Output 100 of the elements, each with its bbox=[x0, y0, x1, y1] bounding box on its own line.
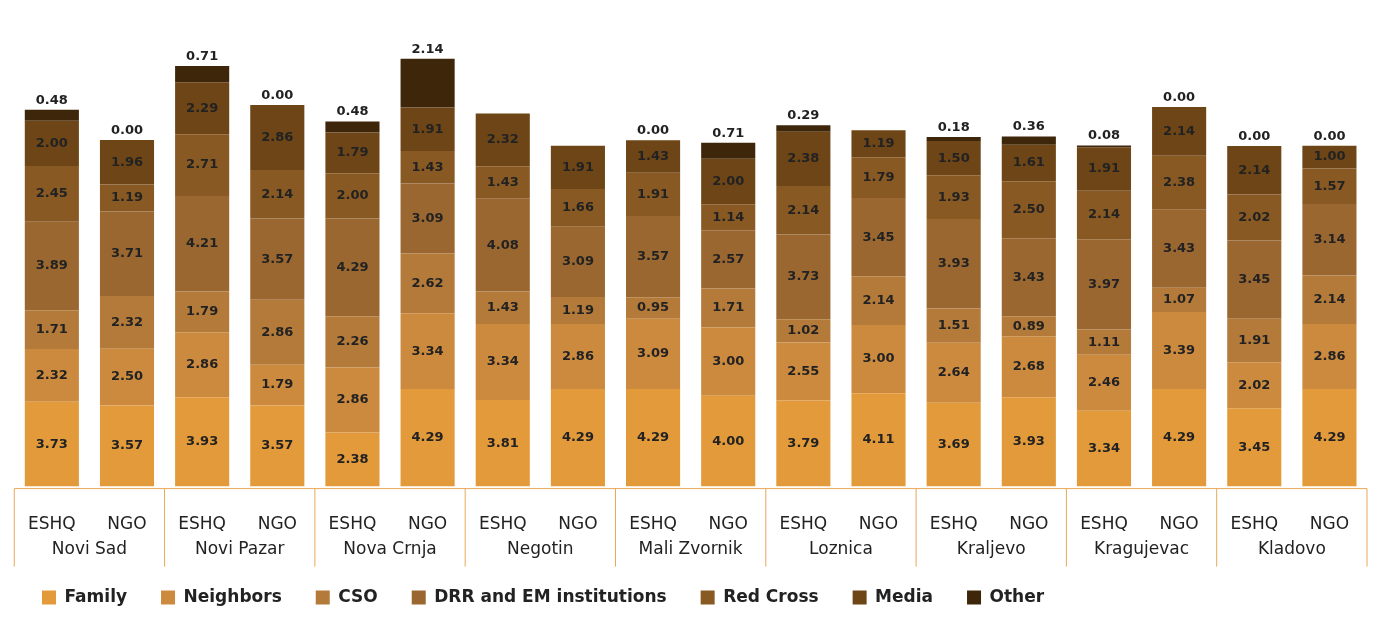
bar bbox=[776, 400, 831, 487]
data-label: 0.95 bbox=[637, 299, 670, 315]
bar bbox=[701, 158, 756, 205]
data-label: 2.14 bbox=[261, 185, 294, 201]
legend-label: Media bbox=[875, 585, 934, 606]
bar bbox=[400, 107, 455, 151]
x-tick-label: NGO bbox=[558, 513, 598, 534]
bar bbox=[250, 364, 305, 406]
bar bbox=[1076, 239, 1132, 330]
bar bbox=[926, 342, 981, 403]
data-label: 0.18 bbox=[937, 118, 970, 134]
bar bbox=[250, 169, 305, 219]
bar bbox=[99, 295, 155, 349]
data-label: 1.79 bbox=[261, 376, 294, 392]
bar bbox=[325, 432, 380, 487]
data-label: 4.29 bbox=[1313, 429, 1346, 445]
bar bbox=[776, 342, 831, 401]
bar bbox=[24, 120, 79, 167]
bar bbox=[1076, 147, 1132, 191]
data-label: 2.29 bbox=[186, 99, 219, 115]
data-label: 1.43 bbox=[411, 158, 444, 174]
data-label: 0.00 bbox=[1313, 127, 1346, 143]
data-label: 1.19 bbox=[862, 135, 895, 151]
bar bbox=[851, 157, 906, 198]
data-label: 1.11 bbox=[1087, 333, 1121, 349]
bar bbox=[1227, 318, 1282, 363]
data-label: 2.86 bbox=[336, 391, 369, 407]
bar bbox=[1227, 362, 1282, 409]
data-label: 4.29 bbox=[411, 429, 444, 445]
bar bbox=[175, 332, 230, 398]
bar bbox=[400, 313, 455, 390]
bar bbox=[776, 131, 831, 186]
data-label: 0.89 bbox=[1012, 317, 1045, 333]
data-label: 2.62 bbox=[411, 274, 444, 290]
data-label: 4.08 bbox=[486, 236, 519, 252]
data-label: 3.09 bbox=[561, 253, 594, 269]
bar bbox=[250, 218, 305, 300]
data-label: 4.11 bbox=[862, 431, 895, 447]
data-label: 3.57 bbox=[261, 250, 294, 266]
data-label: 2.14 bbox=[1087, 206, 1121, 222]
data-label: 2.00 bbox=[712, 172, 745, 188]
bar bbox=[1227, 240, 1282, 319]
data-label: 2.14 bbox=[1163, 122, 1196, 138]
data-label: 3.39 bbox=[1163, 341, 1196, 357]
x-tick-label: NGO bbox=[708, 513, 748, 534]
x-tick-label: ESHQ bbox=[629, 513, 677, 534]
bar bbox=[325, 316, 380, 368]
text: Nova Crnja bbox=[343, 538, 437, 559]
bar bbox=[24, 109, 79, 121]
bar bbox=[1001, 336, 1056, 398]
bar bbox=[851, 324, 906, 394]
data-label: 2.02 bbox=[1238, 208, 1271, 224]
bar bbox=[250, 299, 305, 365]
text: Kladovo bbox=[1257, 538, 1326, 559]
data-label: 3.09 bbox=[637, 345, 670, 361]
bar bbox=[1302, 275, 1357, 325]
x-tick-label: NGO bbox=[407, 513, 448, 534]
data-label: 4.29 bbox=[637, 429, 670, 445]
data-label: 1.79 bbox=[862, 168, 895, 184]
data-label: 0.29 bbox=[787, 107, 820, 123]
data-label: 3.09 bbox=[411, 209, 444, 225]
bar bbox=[701, 327, 756, 396]
x-tick-label: ESHQ bbox=[178, 513, 226, 534]
data-label: 1.43 bbox=[637, 147, 670, 163]
bar bbox=[1302, 324, 1357, 390]
bar bbox=[99, 405, 155, 487]
data-label: 2.68 bbox=[1012, 358, 1045, 374]
data-label: 1.43 bbox=[486, 299, 519, 315]
bar bbox=[250, 104, 305, 170]
bar bbox=[325, 121, 380, 133]
data-label: 1.57 bbox=[1313, 177, 1346, 193]
data-label: 2.14 bbox=[1313, 291, 1346, 307]
bar bbox=[325, 367, 380, 433]
bar bbox=[1001, 144, 1056, 182]
bar bbox=[1152, 107, 1207, 156]
text: Kraljevo bbox=[956, 538, 1026, 559]
data-label: 3.71 bbox=[110, 245, 144, 261]
data-label: 1.91 bbox=[637, 185, 670, 201]
data-label: 2.00 bbox=[35, 134, 68, 150]
data-label: 2.14 bbox=[411, 40, 444, 56]
data-label: 2.45 bbox=[35, 185, 68, 201]
bar bbox=[325, 173, 380, 219]
data-label: 0.00 bbox=[637, 122, 670, 138]
bar bbox=[926, 308, 981, 343]
data-label: 3.45 bbox=[1238, 271, 1271, 287]
bar bbox=[475, 324, 530, 400]
bar bbox=[851, 393, 906, 487]
data-label: 3.00 bbox=[712, 352, 745, 368]
bar bbox=[99, 348, 155, 406]
legend-label: Family bbox=[64, 585, 128, 606]
data-label: 3.57 bbox=[261, 437, 294, 453]
bar bbox=[1227, 194, 1282, 241]
bar bbox=[475, 198, 530, 292]
x-tick-label: NGO bbox=[257, 513, 297, 534]
bar bbox=[250, 405, 305, 487]
bar bbox=[926, 402, 981, 487]
data-label: 1.02 bbox=[787, 322, 820, 338]
data-label: 2.86 bbox=[186, 356, 219, 372]
data-label: 1.91 bbox=[1087, 160, 1121, 176]
data-label: 2.32 bbox=[35, 366, 68, 382]
